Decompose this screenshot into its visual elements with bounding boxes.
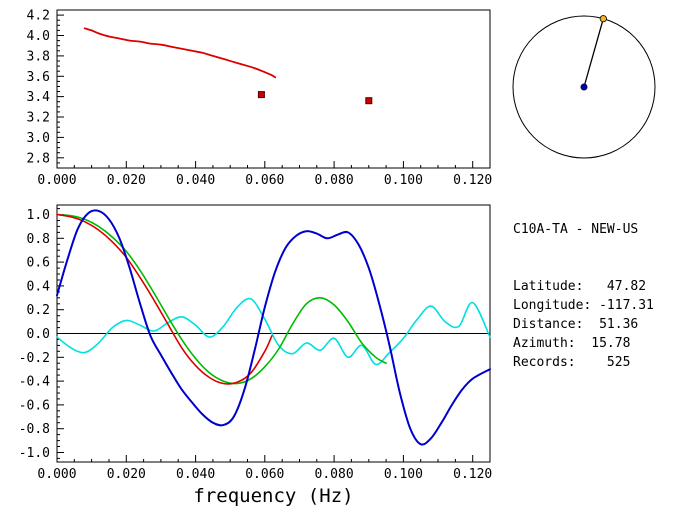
station-info-lines: Latitude: 47.82 Longitude: -117.31 Distanc… bbox=[513, 277, 654, 372]
spectra-series-cyan bbox=[56, 297, 491, 366]
spectra-x-tick-label: 0.000 bbox=[37, 467, 76, 482]
dispersion-pick-marker[interactable] bbox=[365, 97, 373, 105]
spectra-x-tick-label: 0.100 bbox=[384, 467, 423, 482]
spectra-series-green bbox=[56, 213, 387, 385]
dispersion-x-tick-label: 0.100 bbox=[384, 173, 423, 188]
dispersion-plot-area[interactable] bbox=[56, 9, 491, 169]
spectra-x-tick-label: 0.040 bbox=[176, 467, 215, 482]
dispersion-y-tick-label: 3.0 bbox=[27, 131, 50, 146]
spectra-series-blue bbox=[56, 209, 491, 446]
dispersion-y-tick-label: 3.4 bbox=[27, 90, 51, 105]
spectra-y-tick-label: -0.6 bbox=[19, 398, 50, 413]
spectra-y-tick-label: -0.2 bbox=[19, 351, 50, 366]
spectra-y-tick-label: 0.2 bbox=[27, 303, 50, 318]
dispersion-x-tick-label: 0.060 bbox=[245, 173, 284, 188]
spectra-y-tick-label: 1.0 bbox=[27, 208, 50, 223]
station-info-panel: C10A-TA - NEW-US Latitude: 47.82 Longitud… bbox=[513, 182, 654, 410]
dispersion-x-tick-label: 0.120 bbox=[453, 173, 492, 188]
info-line: Distance: 51.36 bbox=[513, 317, 639, 332]
azimuth-pointer-line bbox=[583, 18, 604, 88]
dispersion-x-tick-label: 0.080 bbox=[315, 173, 354, 188]
dispersion-pick-marker[interactable] bbox=[257, 91, 265, 99]
spectra-x-tick-label: 0.120 bbox=[453, 467, 492, 482]
dispersion-series-red bbox=[83, 27, 277, 79]
spectra-y-tick-label: 0.0 bbox=[27, 327, 50, 342]
dispersion-y-tick-label: 3.6 bbox=[27, 70, 50, 85]
spectra-y-tick-label: 0.8 bbox=[27, 232, 50, 247]
spectra-x-tick-label: 0.060 bbox=[245, 467, 284, 482]
dispersion-y-tick-label: 3.8 bbox=[27, 49, 50, 64]
spectra-x-tick-label: 0.020 bbox=[107, 467, 146, 482]
info-line: Records: 525 bbox=[513, 355, 631, 370]
station-pair-title: C10A-TA - NEW-US bbox=[513, 222, 639, 237]
spectra-y-tick-label: -0.4 bbox=[19, 375, 50, 390]
dispersion-x-tick-label: 0.020 bbox=[107, 173, 146, 188]
dispersion-x-tick-label: 0.000 bbox=[37, 173, 76, 188]
spectra-y-tick-label: -0.8 bbox=[19, 422, 50, 437]
dial-center-dot bbox=[580, 83, 588, 91]
dispersion-y-tick-label: 2.8 bbox=[27, 151, 50, 166]
spectra-y-tick-label: -1.0 bbox=[19, 446, 50, 461]
info-line: Longitude: -117.31 bbox=[513, 298, 654, 313]
dispersion-x-tick-label: 0.040 bbox=[176, 173, 215, 188]
spectra-series-red bbox=[56, 213, 273, 385]
dispersion-y-tick-label: 3.2 bbox=[27, 111, 50, 126]
info-line: Latitude: 47.82 bbox=[513, 279, 647, 294]
azimuth-dial-circle bbox=[512, 15, 656, 159]
frequency-axis-title: frequency (Hz) bbox=[193, 485, 353, 507]
dial-azimuth-dot bbox=[599, 15, 607, 23]
spectra-x-tick-label: 0.080 bbox=[315, 467, 354, 482]
dispersion-y-tick-label: 4.2 bbox=[27, 9, 50, 24]
spectra-y-tick-label: 0.4 bbox=[27, 279, 51, 294]
dispersion-y-tick-label: 4.0 bbox=[27, 29, 50, 44]
info-line: Azimuth: 15.78 bbox=[513, 336, 631, 351]
spectra-y-tick-label: 0.6 bbox=[27, 256, 50, 271]
